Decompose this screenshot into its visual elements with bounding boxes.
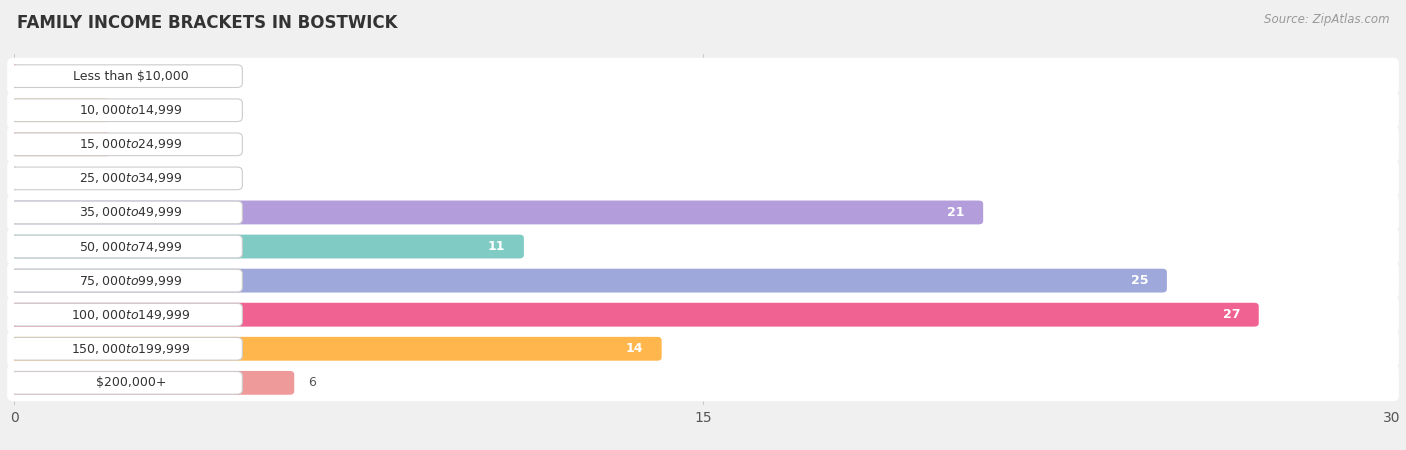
FancyBboxPatch shape [10, 337, 662, 361]
Text: $25,000 to $34,999: $25,000 to $34,999 [79, 171, 183, 185]
Text: $100,000 to $149,999: $100,000 to $149,999 [72, 308, 191, 322]
Text: 2: 2 [124, 104, 132, 117]
Text: FAMILY INCOME BRACKETS IN BOSTWICK: FAMILY INCOME BRACKETS IN BOSTWICK [17, 14, 398, 32]
Text: $50,000 to $74,999: $50,000 to $74,999 [79, 239, 183, 253]
FancyBboxPatch shape [10, 371, 294, 395]
Text: $15,000 to $24,999: $15,000 to $24,999 [79, 137, 183, 151]
FancyBboxPatch shape [10, 201, 983, 225]
Text: $75,000 to $99,999: $75,000 to $99,999 [79, 274, 183, 288]
Text: $10,000 to $14,999: $10,000 to $14,999 [79, 103, 183, 117]
FancyBboxPatch shape [10, 132, 111, 156]
Text: 0: 0 [32, 172, 41, 185]
Text: 25: 25 [1130, 274, 1149, 287]
FancyBboxPatch shape [7, 262, 1399, 299]
FancyBboxPatch shape [7, 228, 1399, 265]
FancyBboxPatch shape [7, 194, 1399, 231]
FancyBboxPatch shape [7, 330, 1399, 367]
Text: 27: 27 [1223, 308, 1240, 321]
Text: $200,000+: $200,000+ [96, 376, 166, 389]
FancyBboxPatch shape [11, 372, 242, 394]
FancyBboxPatch shape [11, 99, 242, 122]
FancyBboxPatch shape [10, 234, 524, 258]
FancyBboxPatch shape [11, 167, 242, 190]
FancyBboxPatch shape [11, 303, 242, 326]
FancyBboxPatch shape [10, 64, 18, 88]
FancyBboxPatch shape [10, 98, 111, 122]
FancyBboxPatch shape [7, 364, 1399, 401]
FancyBboxPatch shape [10, 269, 1167, 292]
FancyBboxPatch shape [7, 296, 1399, 333]
FancyBboxPatch shape [10, 166, 18, 190]
Text: Less than $10,000: Less than $10,000 [73, 70, 188, 83]
Text: $150,000 to $199,999: $150,000 to $199,999 [72, 342, 191, 356]
FancyBboxPatch shape [10, 303, 1258, 327]
FancyBboxPatch shape [11, 133, 242, 156]
Text: 2: 2 [124, 138, 132, 151]
Text: Source: ZipAtlas.com: Source: ZipAtlas.com [1264, 14, 1389, 27]
Text: 0: 0 [32, 70, 41, 83]
FancyBboxPatch shape [7, 58, 1399, 94]
Text: $35,000 to $49,999: $35,000 to $49,999 [79, 206, 183, 220]
FancyBboxPatch shape [11, 201, 242, 224]
FancyBboxPatch shape [7, 92, 1399, 129]
FancyBboxPatch shape [11, 235, 242, 258]
Text: 11: 11 [488, 240, 506, 253]
Text: 6: 6 [308, 376, 316, 389]
FancyBboxPatch shape [7, 160, 1399, 197]
FancyBboxPatch shape [11, 269, 242, 292]
Text: 14: 14 [626, 342, 644, 355]
FancyBboxPatch shape [7, 126, 1399, 163]
FancyBboxPatch shape [11, 65, 242, 87]
Text: 21: 21 [948, 206, 965, 219]
FancyBboxPatch shape [11, 338, 242, 360]
